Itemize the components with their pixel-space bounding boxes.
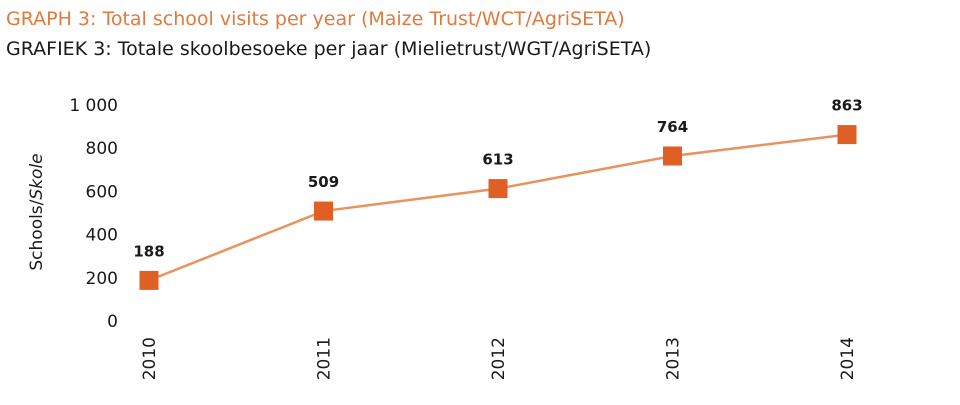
- y-tick-label: 800: [86, 139, 118, 159]
- y-axis-label: Schools/Skole: [27, 153, 47, 270]
- data-point: [314, 201, 333, 221]
- data-label: 188: [133, 242, 164, 260]
- y-axis-ticks: 0 200 400 600 800 1 000: [69, 96, 118, 332]
- y-tick-label: 400: [86, 226, 118, 246]
- chart-subtitle: GRAFIEK 3: Totale skoolbesoeke per jaar …: [6, 38, 652, 60]
- data-point: [837, 125, 857, 145]
- x-axis-ticks: 2010 2011 2012 2013 2014: [140, 337, 858, 380]
- data-point: [488, 179, 508, 199]
- data-label: 509: [308, 173, 339, 191]
- x-tick-label: 2012: [489, 337, 509, 380]
- chart-title: GRAPH 3: Total school visits per year (M…: [6, 8, 625, 30]
- x-tick-label: 2010: [140, 337, 160, 380]
- data-label: 764: [657, 118, 688, 136]
- data-point: [139, 270, 159, 290]
- data-label: 863: [831, 97, 862, 115]
- data-labels: 188 509 613 764 863: [133, 97, 862, 261]
- y-tick-label: 600: [86, 182, 118, 202]
- y-tick-label: 0: [107, 312, 118, 332]
- x-tick-label: 2011: [315, 337, 335, 380]
- data-point: [663, 146, 682, 166]
- series-schools: [139, 125, 857, 290]
- data-label: 613: [482, 151, 513, 169]
- y-tick-label: 200: [86, 269, 118, 289]
- y-tick-label: 1 000: [69, 96, 118, 116]
- x-tick-label: 2013: [664, 337, 684, 380]
- x-tick-label: 2014: [838, 337, 858, 380]
